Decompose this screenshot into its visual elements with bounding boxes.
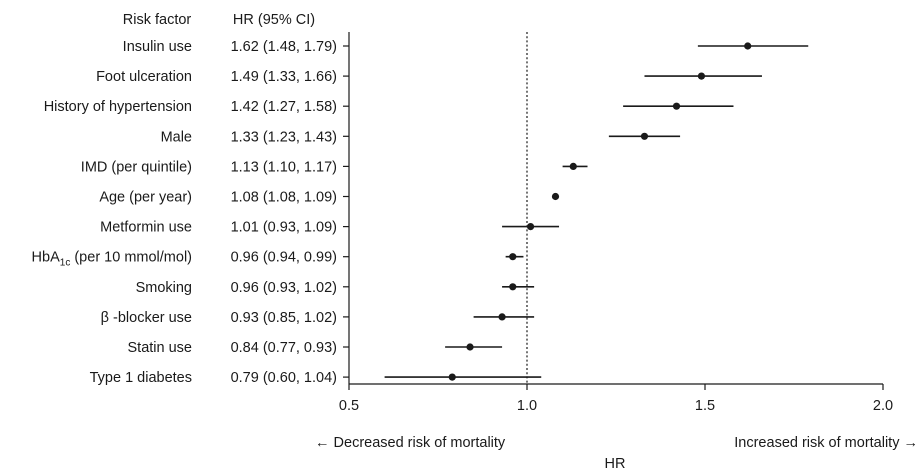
forest-row: β -blocker use 0.93 (0.85, 1.02): [101, 310, 535, 326]
risk-factor-label: Insulin use: [123, 39, 192, 55]
header-hr-ci: HR (95% CI): [233, 12, 315, 28]
x-axis-label: HR: [605, 456, 626, 472]
hr-ci-value: 0.79 (0.60, 1.04): [231, 370, 337, 386]
forest-row: History of hypertension 1.42 (1.27, 1.58): [44, 99, 734, 115]
hr-ci-value: 0.93 (0.85, 1.02): [231, 310, 337, 326]
hr-ci-value: 1.33 (1.23, 1.43): [231, 129, 337, 145]
hr-ci-value: 1.08 (1.08, 1.09): [231, 190, 337, 206]
risk-factor-label: History of hypertension: [44, 99, 192, 115]
hr-point: [551, 192, 560, 201]
risk-factor-label: Age (per year): [99, 190, 192, 206]
forest-row: Type 1 diabetes 0.79 (0.60, 1.04): [90, 370, 542, 386]
hr-ci-value: 0.96 (0.94, 0.99): [231, 250, 337, 266]
hr-point: [526, 223, 535, 231]
annotation-increased-risk: Increased risk of mortality →: [734, 435, 918, 451]
forest-rows: Insulin use 1.62 (1.48, 1.79) Foot ulcerat…: [32, 39, 809, 386]
forest-row: Statin use 0.84 (0.77, 0.93): [128, 340, 503, 356]
x-tick-label: 0.5: [339, 398, 359, 414]
risk-factor-label: Metformin use: [100, 220, 192, 236]
hr-point: [448, 373, 456, 381]
annotation-decreased-risk: ← Decreased risk of mortality: [315, 435, 506, 451]
hr-point: [509, 253, 517, 261]
forest-row: IMD (per quintile) 1.13 (1.10, 1.17): [81, 159, 588, 175]
hr-point: [744, 42, 752, 50]
forest-row: Male 1.33 (1.23, 1.43): [161, 129, 681, 145]
risk-factor-label: IMD (per quintile): [81, 159, 192, 175]
hr-ci-value: 1.13 (1.10, 1.17): [231, 159, 337, 175]
hr-ci-value: 1.62 (1.48, 1.79): [231, 39, 337, 55]
x-tick-label: 1.5: [695, 398, 715, 414]
risk-factor-label: β -blocker use: [101, 310, 192, 326]
hr-ci-value: 1.01 (0.93, 1.09): [231, 220, 337, 236]
x-tick-label: 1.0: [517, 398, 537, 414]
hr-ci-value: 1.49 (1.33, 1.66): [231, 69, 337, 85]
risk-factor-label: Type 1 diabetes: [90, 370, 192, 386]
risk-factor-label: HbA1c (per 10 mmol/mol): [32, 250, 192, 269]
hr-point: [466, 343, 474, 351]
x-tick-label: 2.0: [873, 398, 893, 414]
x-axis: 0.5 1.0 1.5 2.0: [339, 32, 893, 414]
forest-row: Smoking 0.96 (0.93, 1.02): [136, 280, 535, 296]
header-risk-factor: Risk factor: [123, 12, 192, 28]
risk-factor-label: Statin use: [128, 340, 193, 356]
risk-factor-label: Male: [161, 129, 192, 145]
hr-point: [569, 162, 577, 170]
hr-ci-value: 0.84 (0.77, 0.93): [231, 340, 337, 356]
forest-row: Age (per year) 1.08 (1.08, 1.09): [99, 190, 560, 206]
hr-point: [697, 72, 706, 80]
hr-ci-value: 1.42 (1.27, 1.58): [231, 99, 337, 115]
forest-row: HbA1c (per 10 mmol/mol) 0.96 (0.94, 0.99): [32, 250, 524, 269]
hr-ci-value: 0.96 (0.93, 1.02): [231, 280, 337, 296]
forest-row: Foot ulceration 1.49 (1.33, 1.66): [96, 69, 762, 85]
forest-row: Metformin use 1.01 (0.93, 1.09): [100, 220, 560, 236]
hr-point: [672, 102, 681, 110]
hr-point: [509, 283, 517, 291]
hr-point: [498, 313, 506, 321]
risk-factor-label: Foot ulceration: [96, 69, 192, 85]
hr-point: [640, 132, 649, 140]
forest-row: Insulin use 1.62 (1.48, 1.79): [123, 39, 809, 55]
risk-factor-label: Smoking: [136, 280, 192, 296]
